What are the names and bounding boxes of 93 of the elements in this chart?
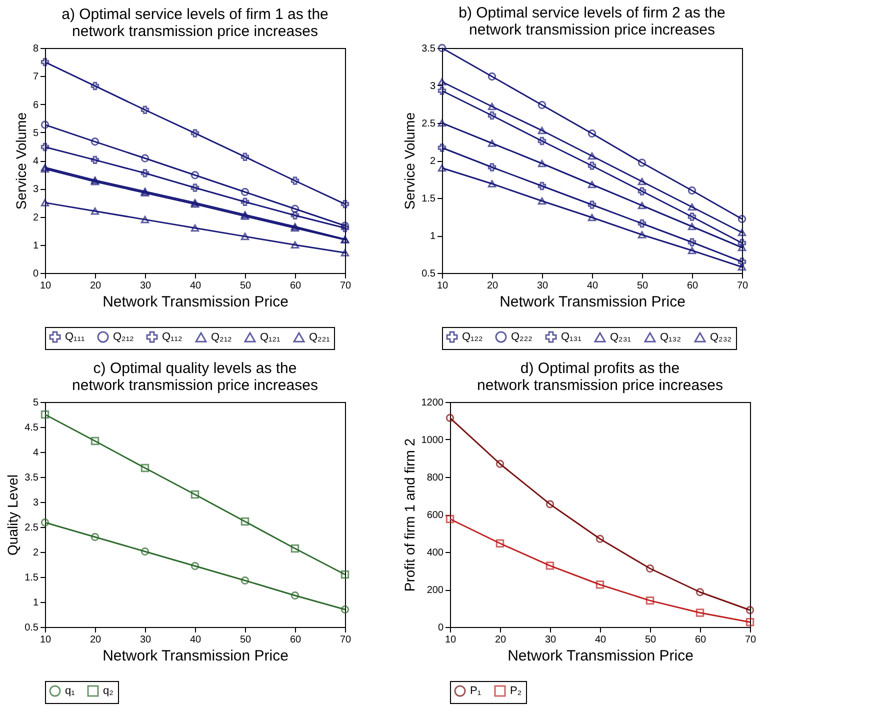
legend-label: Q₁₃₁: [561, 331, 582, 343]
x-tick-label: 30: [544, 634, 556, 646]
y-tick-label: 2: [32, 548, 39, 558]
x-tick-label: 40: [190, 634, 202, 646]
legend-label: Q₂₁₂: [211, 331, 232, 344]
x-axis-title: Network Transmission Price: [508, 648, 694, 664]
y-tick-label: 3: [32, 498, 39, 508]
x-tick-label: 70: [340, 634, 352, 646]
y-tick-label: 5: [32, 398, 39, 408]
x-tick-label: 20: [494, 634, 506, 646]
x-tick-label: 50: [240, 280, 252, 292]
y-tick-label: 4.5: [24, 422, 39, 434]
y-tick-label: 1000: [421, 435, 444, 446]
y-axis-title: Quality Level: [4, 474, 21, 556]
x-tick-label: 10: [436, 280, 448, 292]
x-tick-label: 50: [636, 280, 648, 292]
x-tick-label: 40: [190, 280, 202, 292]
legend-label: Q₂₃₂: [710, 331, 732, 344]
legend-label: P₁: [470, 685, 482, 697]
x-tick-label: 30: [536, 280, 548, 292]
text: network transmission price increases: [469, 22, 715, 39]
y-tick-label: 3.5: [24, 472, 39, 484]
y-tick-label: 1.5: [422, 194, 436, 204]
y-tick-label: 1: [32, 598, 39, 608]
x-tick-label: 70: [744, 634, 756, 646]
y-tick-label: 5: [32, 128, 39, 139]
text: d) Optimal profits as the: [520, 360, 680, 377]
y-axis-title: Service Volume: [402, 112, 418, 210]
y-tick-label: 6: [32, 100, 39, 111]
y-axis-title: Profit of firm 1 and firm 2: [401, 438, 418, 592]
y-tick-label: 3: [32, 184, 39, 196]
x-tick-label: 40: [586, 280, 598, 292]
legend-label: Q₂₂₂: [511, 331, 532, 343]
text: a) Optimal service levels of firm 1 as the: [62, 6, 328, 23]
legend-label: Q₂₂₁: [309, 331, 330, 344]
x-tick-label: 70: [736, 280, 748, 292]
y-tick-label: 8: [32, 44, 39, 54]
y-tick-label: 800: [426, 472, 444, 484]
text: b) Optimal service levels of firm 2 as the: [458, 4, 726, 22]
x-tick-label: 20: [90, 280, 102, 292]
y-tick-label: 1: [32, 240, 39, 252]
y-tick-label: 1200: [421, 398, 444, 408]
y-tick-label: 4: [32, 448, 39, 458]
y-tick-label: 0: [438, 622, 444, 634]
y-tick-label: 3.5: [422, 44, 436, 54]
y-tick-label: 2.5: [422, 118, 436, 130]
legend-label: Q₁₁₂: [162, 331, 182, 343]
x-tick-label: 10: [444, 634, 456, 646]
y-tick-label: 1: [430, 231, 436, 242]
x-tick-label: 30: [140, 280, 152, 292]
y-tick-label: 600: [426, 510, 444, 521]
x-axis-title: Network Transmission Price: [500, 294, 686, 310]
legend-label: Q₁₂₁: [260, 331, 281, 344]
y-tick-label: 0: [32, 268, 39, 280]
text: network transmission price increases: [72, 377, 318, 394]
x-axis-title: Network Transmission Price: [102, 294, 288, 310]
y-tick-label: 200: [426, 585, 444, 596]
x-tick-label: 60: [290, 634, 302, 646]
legend-label: q₁: [65, 685, 76, 697]
x-tick-label: 20: [90, 634, 102, 646]
text: network transmission price increases: [72, 23, 318, 40]
x-tick-label: 50: [644, 634, 656, 646]
x-tick-label: 50: [240, 634, 252, 646]
y-tick-label: 400: [426, 548, 444, 558]
x-tick-label: 10: [40, 634, 52, 646]
x-tick-label: 70: [340, 280, 352, 292]
x-axis-title: Network Transmission Price: [102, 648, 288, 664]
text: network transmission price increases: [477, 377, 723, 394]
y-axis-title: Service Volume: [12, 112, 29, 210]
x-tick-label: 30: [140, 634, 152, 646]
y-tick-label: 1.5: [24, 572, 39, 584]
y-tick-label: 7: [32, 72, 39, 83]
y-tick-label: 0.5: [24, 622, 39, 634]
y-tick-label: 2: [32, 212, 39, 224]
legend-label: Q₁₂₂: [462, 331, 483, 343]
x-tick-label: 60: [686, 280, 698, 292]
x-tick-label: 10: [40, 280, 52, 292]
text: c) Optimal quality levels as the: [93, 360, 297, 377]
y-tick-label: 2: [430, 156, 436, 167]
y-tick-label: 4: [32, 156, 39, 167]
x-tick-label: 60: [290, 280, 302, 292]
y-tick-label: 0.5: [422, 268, 436, 280]
legend-label: Q₁₁₁: [65, 331, 85, 343]
legend-label: P₂: [510, 685, 522, 697]
x-tick-label: 60: [694, 634, 706, 646]
legend-label: Q₁₃₂: [660, 331, 682, 344]
legend-label: Q₂₃₁: [610, 331, 632, 344]
legend-label: q₂: [103, 685, 114, 697]
y-tick-label: 3: [430, 81, 436, 92]
x-tick-label: 40: [594, 634, 606, 646]
x-tick-label: 20: [486, 280, 498, 292]
legend-label: Q₂₁₂: [113, 331, 134, 343]
y-tick-label: 2.5: [24, 522, 39, 534]
